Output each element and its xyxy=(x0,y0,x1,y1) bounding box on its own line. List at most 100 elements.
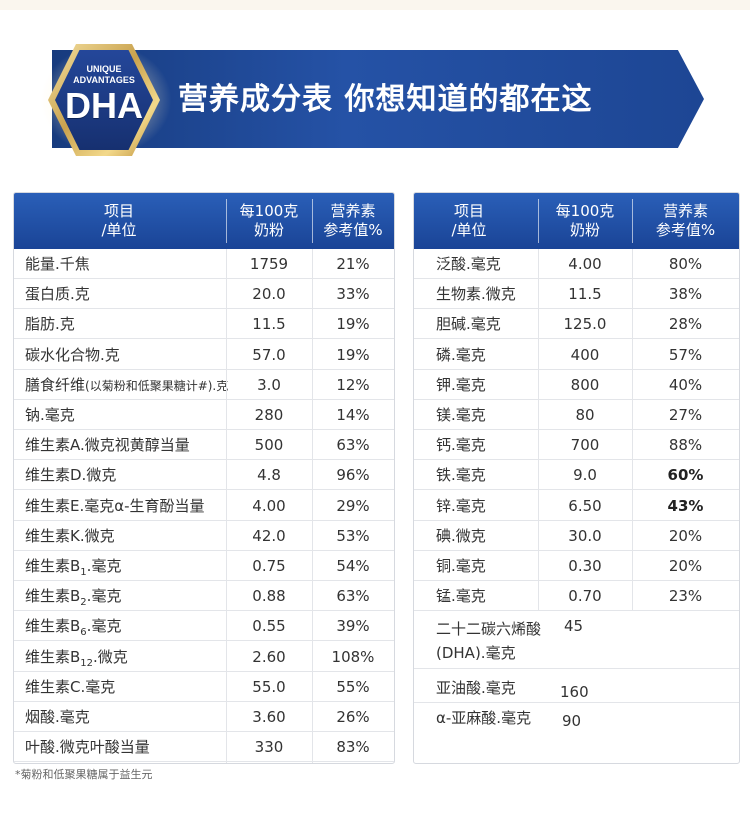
table-row: 镁.毫克 80 27% xyxy=(414,400,739,430)
table-row: α-亚麻酸.毫克 90 xyxy=(414,703,739,733)
row-nrv: 60% xyxy=(667,466,704,485)
row-name: 蛋白质.克 xyxy=(25,285,90,304)
row-name-subscript: 2 xyxy=(80,597,87,609)
row-name: 维生素E.毫克α-生育酚当量 xyxy=(25,496,205,515)
table-header: 项目 /单位 每100克 奶粉 营养素 参考值% xyxy=(14,193,394,249)
row-value: 6.50 xyxy=(568,496,602,515)
header-divider xyxy=(632,199,633,243)
row-name-unit: .毫克 xyxy=(86,587,122,606)
table-row: 维生素E.毫克α-生育酚当量 4.00 29% xyxy=(14,491,394,521)
row-name: 铜.毫克 xyxy=(436,557,486,575)
table-row: 亚油酸.毫克 160 xyxy=(414,673,739,703)
column-divider xyxy=(632,249,633,612)
table-row: 烟酸.毫克 3.60 26% xyxy=(14,702,394,732)
table-header: 项目 /单位 每100克 奶粉 营养素 参考值% xyxy=(414,193,739,249)
row-value: 1759 xyxy=(249,255,289,273)
header-nrv: 营养素 参考值% xyxy=(312,202,394,240)
row-value: 0.55 xyxy=(252,617,286,636)
row-value: 9.0 xyxy=(573,466,597,485)
header-item-line1: 项目 xyxy=(103,202,134,220)
row-nrv: 57% xyxy=(668,345,703,364)
row-nrv: 83% xyxy=(336,738,370,757)
row-value: 11.5 xyxy=(568,285,602,304)
header-item-line1: 项目 xyxy=(453,202,484,220)
row-name: 二十二碳六烯酸 (DHA).毫克 xyxy=(436,617,566,675)
header-divider xyxy=(312,199,313,243)
table-row: 维生素A.微克视黄醇当量 500 63% xyxy=(14,430,394,461)
row-value: 20.0 xyxy=(252,285,286,304)
row-nrv: 20% xyxy=(668,526,703,545)
row-value: 11.5 xyxy=(252,315,286,334)
row-value: 3.60 xyxy=(252,708,286,726)
row-value: 30.0 xyxy=(568,526,602,545)
row-name: 锌.毫克 xyxy=(436,496,486,515)
row-value: 45 xyxy=(564,617,584,635)
row-value: 0.88 xyxy=(252,587,286,606)
row-name: 维生素K.微克 xyxy=(25,526,115,545)
row-nrv: 19% xyxy=(336,315,370,334)
table-row: 维生素B6.毫克 0.55 39% xyxy=(14,611,394,642)
row-name-subscript: 12 xyxy=(80,657,94,669)
row-nrv: 40% xyxy=(668,375,703,394)
column-divider xyxy=(312,249,313,763)
row-name-main: 维生素B xyxy=(25,557,81,575)
badge-dha-text: DHA xyxy=(65,85,143,126)
row-name: 碘.微克 xyxy=(436,526,486,545)
row-value: 55.0 xyxy=(252,677,286,696)
header-item-line2: /单位 xyxy=(451,221,487,239)
header-divider xyxy=(538,199,539,243)
nutrition-table-left: 项目 /单位 每100克 奶粉 营养素 参考值% 能量.千焦 1759 21% 蛋白质… xyxy=(13,192,395,764)
row-name-unit: .毫克 xyxy=(86,557,122,575)
row-name: 维生素C.毫克 xyxy=(25,677,116,696)
header-nrv-line1: 营养素 xyxy=(330,202,376,220)
table-row: 能量.千焦 1759 21% xyxy=(14,249,394,279)
table-row: 叶酸.微克叶酸当量 330 83% xyxy=(14,732,394,763)
table-row: 二十二碳六烯酸 (DHA).毫克 45 xyxy=(414,611,739,669)
row-value: 3.0 xyxy=(257,375,281,394)
row-value: 0.70 xyxy=(568,587,602,606)
footnote: *菊粉和低聚果糖属于益生元 xyxy=(15,768,153,781)
row-name: 钙.毫克 xyxy=(436,436,486,455)
row-value: 2.60 xyxy=(252,647,286,666)
row-name: 叶酸.微克叶酸当量 xyxy=(25,738,150,757)
row-nrv: 12% xyxy=(336,375,370,394)
table-row: 锰.毫克 0.70 23% xyxy=(414,581,739,612)
row-value: 700 xyxy=(570,436,600,455)
table-row: 生物素.微克 11.5 38% xyxy=(414,279,739,310)
row-value: 500 xyxy=(254,436,284,455)
row-name: 胆碱.毫克 xyxy=(436,315,501,334)
table-row: 碳水化合物.克 57.0 19% xyxy=(14,340,394,370)
table-row: 维生素B12.微克 2.60 108% xyxy=(14,642,394,672)
row-name-note: (以菊粉和低聚果糖计#).克 xyxy=(85,378,229,393)
row-value: 90 xyxy=(562,712,582,730)
table-row: 膳食纤维(以菊粉和低聚果糖计#).克 3.0 12% xyxy=(14,370,394,400)
row-nrv: 55% xyxy=(336,677,370,696)
header-nrv: 营养素 参考值% xyxy=(632,202,739,240)
row-nrv: 96% xyxy=(336,466,370,485)
row-name: 铁.毫克 xyxy=(436,466,486,485)
row-name: 生物素.微克 xyxy=(436,285,516,304)
row-name: 钠.毫克 xyxy=(25,406,75,424)
row-name: 维生素B6.毫克 xyxy=(25,611,225,641)
row-name: 维生素B1.毫克 xyxy=(25,551,225,581)
row-name: 钾.毫克 xyxy=(436,375,486,394)
row-nrv: 63% xyxy=(336,436,370,455)
row-name: 镁.毫克 xyxy=(436,406,486,424)
row-name-subscript: 1 xyxy=(80,567,87,578)
badge-line-advantages: ADVANTAGES xyxy=(73,75,135,85)
row-value: 160 xyxy=(560,683,589,701)
top-strip xyxy=(0,0,750,10)
row-nrv: 38% xyxy=(668,285,703,304)
row-value: 42.0 xyxy=(252,526,286,545)
page-title: 营养成分表 你想知道的都在这 xyxy=(178,82,593,117)
row-nrv: 80% xyxy=(668,255,703,273)
table-row: 脂肪.克 11.5 19% xyxy=(14,309,394,340)
table-row: 钙.毫克 700 88% xyxy=(414,430,739,461)
row-name-main: 维生素B xyxy=(25,617,81,636)
header-per100: 每100克 奶粉 xyxy=(538,202,632,240)
nutrition-table-right: 项目 /单位 每100克 奶粉 营养素 参考值% 泛酸.毫克 4.00 80% 生物素… xyxy=(413,192,740,764)
row-nrv: 28% xyxy=(668,315,703,334)
row-value: 400 xyxy=(570,345,600,364)
row-nrv: 33% xyxy=(336,285,370,304)
table-row: 维生素C.毫克 55.0 55% xyxy=(14,672,394,702)
